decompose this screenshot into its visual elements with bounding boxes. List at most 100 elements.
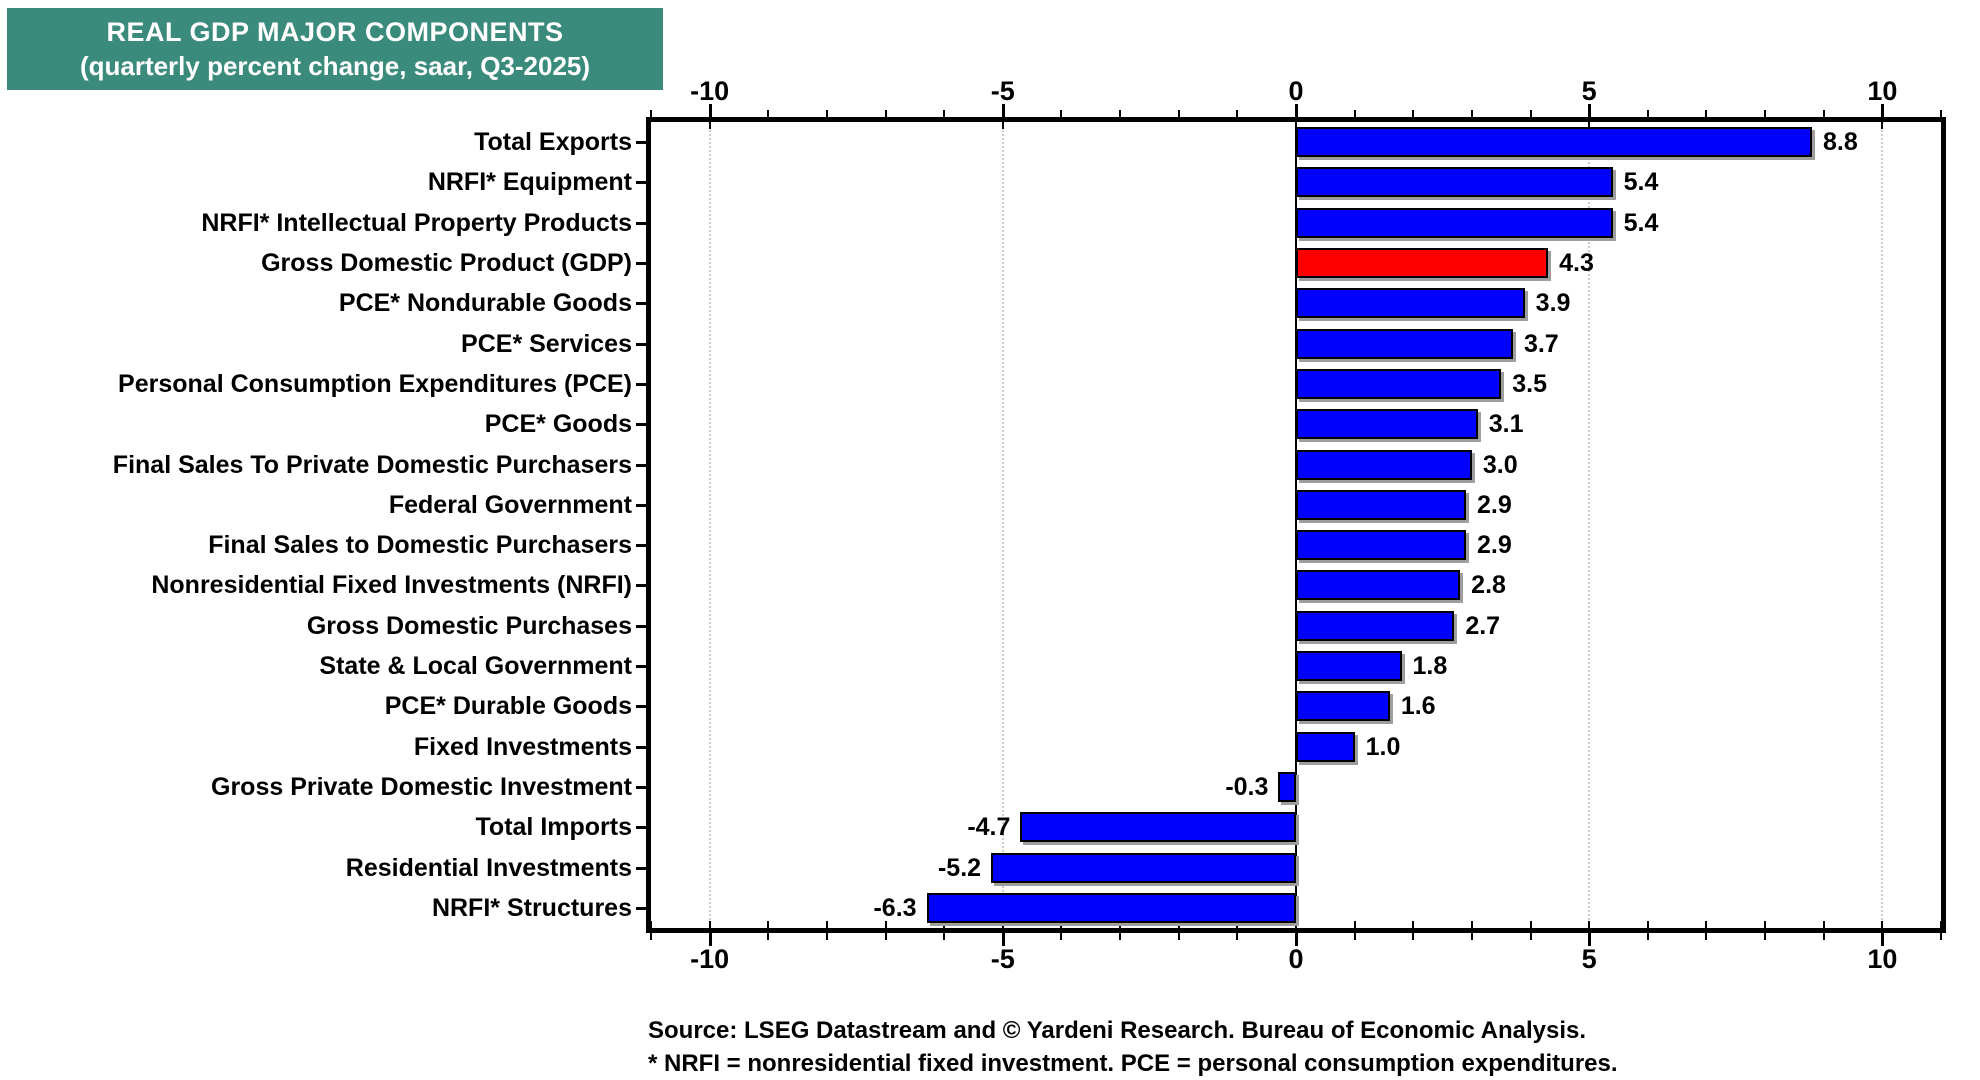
gridline (1881, 122, 1884, 928)
axis-tick (1881, 104, 1885, 117)
axis-tick (1412, 921, 1415, 928)
chart-subtitle: (quarterly percent change, saar, Q3-2025… (79, 50, 591, 81)
x-axis-label-bottom: 0 (1288, 944, 1304, 974)
bar (1296, 368, 1502, 399)
axis-tick (1529, 933, 1532, 940)
axis-tick (943, 933, 946, 940)
axis-tick (1705, 110, 1708, 117)
x-axis-label-top: 5 (1581, 76, 1597, 106)
zero-axis-line (1295, 122, 1297, 928)
axis-tick (943, 110, 946, 117)
bar (1296, 127, 1812, 158)
chart-title-box: REAL GDP MAJOR COMPONENTS (quarterly per… (7, 8, 663, 90)
axis-tick (1881, 122, 1884, 129)
source-line-1: Source: LSEG Datastream and © Yardeni Re… (648, 1017, 1587, 1044)
axis-tick (1705, 933, 1708, 940)
bar-value-label: -0.3 (1225, 772, 1269, 801)
category-tick (636, 141, 646, 145)
bar (1296, 570, 1461, 601)
category-label: Total Imports (475, 813, 632, 842)
axis-tick (1060, 933, 1063, 940)
axis-tick (1353, 933, 1356, 940)
axis-tick (884, 933, 887, 940)
bar (1020, 812, 1296, 843)
axis-tick (1119, 110, 1122, 117)
axis-tick (1588, 933, 1592, 946)
axis-tick (1822, 110, 1825, 117)
bar (1296, 530, 1467, 561)
bar-value-label: 2.9 (1477, 490, 1512, 519)
category-label: Gross Domestic Purchases (306, 611, 632, 640)
category-label: Fixed Investments (413, 732, 632, 761)
bar-value-label: 1.0 (1365, 732, 1401, 761)
bar (1296, 651, 1402, 682)
axis-tick (1470, 921, 1473, 928)
bar (1278, 771, 1296, 802)
category-tick (636, 705, 646, 709)
axis-tick (1353, 921, 1356, 928)
axis-tick (1119, 921, 1122, 928)
x-axis-label-top: 10 (1867, 76, 1898, 106)
axis-tick (1529, 921, 1532, 928)
axis-tick (1822, 921, 1825, 928)
bar-value-label: 3.7 (1523, 329, 1559, 358)
category-tick (636, 221, 646, 225)
axis-tick (1412, 933, 1415, 940)
x-axis-label-top: 0 (1288, 76, 1304, 106)
gridline (1588, 122, 1591, 928)
category-tick (636, 624, 646, 628)
axis-tick (1001, 921, 1004, 928)
axis-tick (1881, 921, 1884, 928)
gridline (1001, 122, 1004, 928)
category-label: PCE* Goods (484, 410, 632, 439)
axis-tick (825, 933, 828, 940)
axis-tick (1822, 933, 1825, 940)
category-label: Total Exports (474, 128, 632, 157)
axis-tick (1588, 122, 1591, 129)
category-tick (636, 745, 646, 749)
bar (1296, 328, 1513, 359)
axis-tick (1177, 933, 1180, 940)
axis-tick (1295, 122, 1297, 129)
category-tick (636, 826, 646, 830)
bar-value-label: 2.8 (1471, 571, 1506, 600)
bar-value-label: 5.4 (1623, 208, 1659, 237)
axis-tick (708, 933, 712, 946)
bar (1296, 610, 1455, 641)
category-label: PCE* Nondurable Goods (338, 289, 632, 318)
x-axis-label-bottom: 10 (1867, 944, 1898, 974)
axis-tick (708, 921, 711, 928)
bar (1296, 409, 1478, 440)
category-tick (636, 423, 646, 427)
axis-tick (767, 933, 770, 940)
axis-tick (650, 933, 652, 940)
category-label: Final Sales To Private Domestic Purchase… (112, 450, 632, 479)
axis-tick (1764, 933, 1767, 940)
source-line-2: * NRFI = nonresidential fixed investment… (648, 1050, 1618, 1077)
bar (1296, 489, 1467, 520)
bar-value-label: 3.0 (1482, 450, 1518, 479)
axis-tick (943, 921, 946, 928)
category-label: Final Sales to Domestic Purchasers (208, 531, 632, 560)
bar (1296, 449, 1472, 480)
category-tick (636, 503, 646, 507)
axis-tick (1060, 921, 1063, 928)
axis-tick (1940, 921, 1942, 928)
axis-tick (650, 110, 652, 117)
axis-tick (1001, 104, 1005, 117)
axis-tick (1412, 110, 1415, 117)
axis-tick (1353, 110, 1356, 117)
axis-tick (1588, 104, 1592, 117)
category-tick (636, 584, 646, 588)
bar-value-label: 2.7 (1465, 611, 1501, 640)
bar (1296, 288, 1525, 319)
axis-tick (1940, 933, 1942, 940)
bar (1296, 167, 1613, 198)
category-label: PCE* Durable Goods (384, 692, 632, 721)
category-label: PCE* Services (461, 329, 632, 358)
category-label: Nonresidential Fixed Investments (NRFI) (151, 571, 632, 600)
bar-value-label: -5.2 (937, 853, 982, 882)
category-tick (636, 785, 646, 789)
bar-value-label: 4.3 (1559, 249, 1594, 278)
